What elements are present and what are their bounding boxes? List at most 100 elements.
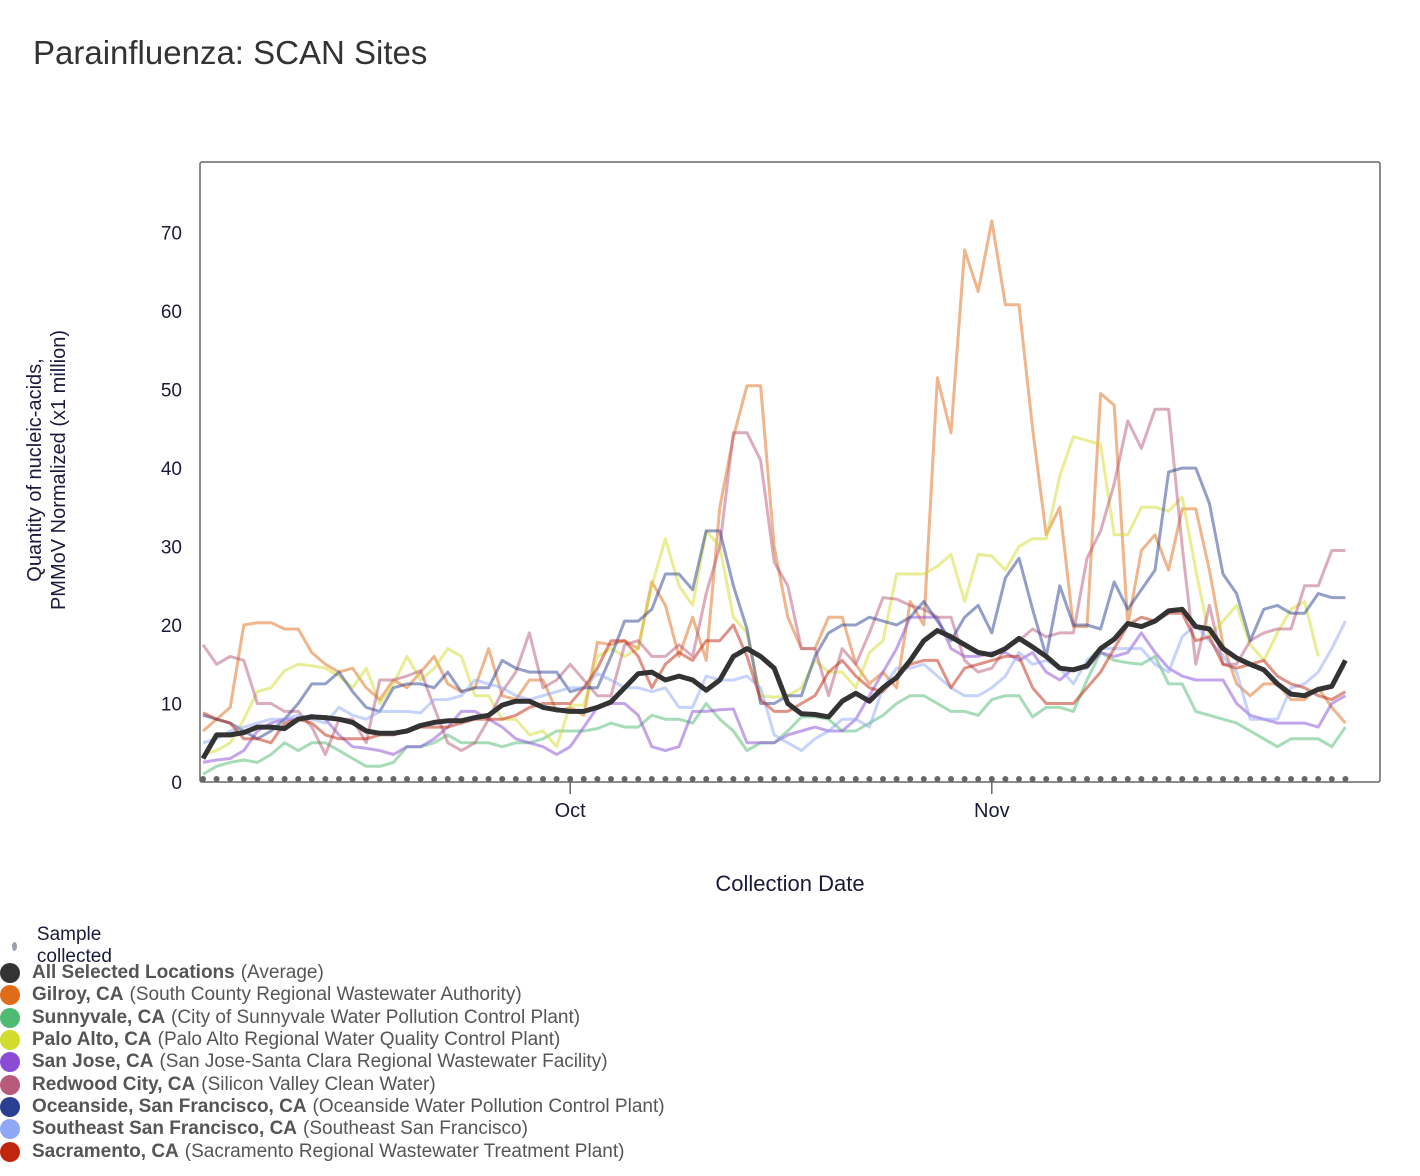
series-line-palo-alto-ca[interactable]: [202, 435, 1320, 756]
sample-collected-dot[interactable]: [1016, 776, 1022, 782]
sample-collected-dot[interactable]: [716, 776, 723, 782]
sample-collected-dot[interactable]: [376, 776, 383, 782]
sample-collected-dot[interactable]: [526, 776, 533, 782]
sample-collected-dot[interactable]: [540, 776, 546, 782]
sample-collected-dot[interactable]: [621, 776, 628, 782]
sample-collected-dot[interactable]: [390, 776, 397, 782]
sample-collected-dot[interactable]: [1260, 776, 1267, 782]
series-line-sacramento-ca[interactable]: [202, 611, 1347, 745]
sample-collected-dot[interactable]: [866, 776, 873, 782]
sample-collected-dot[interactable]: [907, 776, 914, 782]
legend-item[interactable]: Southeast San Francisco, CA (Southeast Sa…: [0, 1118, 900, 1140]
sample-collected-dot[interactable]: [431, 776, 438, 782]
sample-collected-dot[interactable]: [1315, 776, 1322, 782]
legend-item[interactable]: San Jose, CA (San Jose-Santa Clara Region…: [0, 1051, 900, 1073]
legend-item[interactable]: All Selected Locations (Average): [0, 962, 900, 984]
sample-collected-dot[interactable]: [1301, 776, 1308, 782]
sample-collected-dot[interactable]: [254, 776, 261, 782]
sample-collected-dot[interactable]: [1152, 776, 1158, 782]
sample-collected-dot[interactable]: [295, 776, 302, 782]
sample-collected-dot[interactable]: [934, 776, 941, 782]
sample-collected-dot[interactable]: [1206, 776, 1213, 782]
sample-collected-dot[interactable]: [1002, 776, 1009, 782]
sample-collected-dot[interactable]: [1274, 776, 1281, 782]
legend-item[interactable]: Oceanside, San Francisco, CA (Oceanside W…: [0, 1096, 900, 1118]
legend-item[interactable]: Sunnyvale, CA (City of Sunnyvale Water Po…: [0, 1007, 900, 1029]
sample-collected-dot[interactable]: [975, 776, 982, 782]
sample-collected-dot[interactable]: [948, 776, 954, 782]
sample-collected-dot[interactable]: [1165, 776, 1172, 782]
legend-item[interactable]: Gilroy, CA (South County Regional Wastewa…: [0, 984, 900, 1006]
sample-collected-dot[interactable]: [268, 776, 274, 782]
sample-collected-dot[interactable]: [608, 776, 614, 782]
sample-collected-dot[interactable]: [1124, 776, 1131, 782]
sample-collected-dot[interactable]: [594, 776, 601, 782]
sample-collected-dot[interactable]: [852, 776, 859, 782]
sample-collected-dot[interactable]: [1097, 776, 1104, 782]
sample-collected-dot[interactable]: [920, 776, 927, 782]
sample-collected-dot[interactable]: [1220, 776, 1226, 782]
sample-collected-dot[interactable]: [472, 776, 478, 782]
sample-collected-dot[interactable]: [336, 776, 342, 782]
sample-collected-dot[interactable]: [648, 776, 655, 782]
sample-collected-dot[interactable]: [744, 776, 750, 782]
sample-collected-dot[interactable]: [200, 776, 206, 782]
sample-collected-dot[interactable]: [227, 776, 234, 782]
series-line-oceanside-san-francisco-ca[interactable]: [202, 466, 1346, 741]
sample-collected-dot[interactable]: [839, 776, 846, 782]
sample-collected-dot[interactable]: [349, 776, 356, 782]
series-line-southeast-san-francisco-ca[interactable]: [202, 620, 1347, 753]
sample-collected-dot[interactable]: [1233, 776, 1240, 782]
sample-collected-dot[interactable]: [1328, 776, 1335, 782]
sample-collected-dot[interactable]: [961, 776, 968, 782]
sample-collected-dot[interactable]: [730, 776, 737, 782]
sample-collected-dot[interactable]: [322, 776, 329, 782]
sample-collected-dot[interactable]: [1179, 776, 1186, 782]
series-line-all-selected-locations[interactable]: [200, 606, 1348, 760]
sample-collected-dot[interactable]: [580, 776, 587, 782]
sample-collected-dot[interactable]: [281, 776, 288, 782]
sample-collected-dot[interactable]: [689, 776, 696, 782]
sample-collected-dot[interactable]: [1070, 776, 1077, 782]
sample-collected-dot[interactable]: [404, 776, 410, 782]
sample-collected-dot[interactable]: [1247, 776, 1254, 782]
legend-item[interactable]: Sacramento, CA (Sacramento Regional Waste…: [0, 1140, 900, 1162]
series-line-redwood-city-ca[interactable]: [201, 407, 1346, 756]
sample-collected-dot[interactable]: [1342, 776, 1349, 782]
sample-collected-dot[interactable]: [485, 776, 492, 782]
sample-collected-dot[interactable]: [512, 776, 519, 782]
sample-collected-dot[interactable]: [240, 776, 247, 782]
sample-collected-dot[interactable]: [757, 776, 764, 782]
sample-collected-dot[interactable]: [798, 776, 805, 782]
sample-collected-dot[interactable]: [784, 776, 791, 782]
sample-collected-dot[interactable]: [444, 776, 451, 782]
sample-collected-dot[interactable]: [662, 776, 669, 782]
sample-collected-dot[interactable]: [363, 776, 370, 782]
sample-collected-dot[interactable]: [676, 776, 682, 782]
sample-collected-dot[interactable]: [771, 776, 778, 782]
sample-collected-dot[interactable]: [1138, 776, 1145, 782]
sample-collected-dot[interactable]: [635, 776, 642, 782]
sample-collected-dot[interactable]: [213, 776, 220, 782]
sample-collected-dot[interactable]: [1043, 776, 1050, 782]
sample-collected-dot[interactable]: [825, 776, 832, 782]
sample-collected-dot[interactable]: [1111, 776, 1118, 782]
series-line-san-jose-ca[interactable]: [202, 615, 1347, 764]
sample-collected-dot[interactable]: [703, 776, 710, 782]
sample-collected-dot[interactable]: [1056, 776, 1063, 782]
sample-collected-dot[interactable]: [417, 776, 424, 782]
sample-collected-dot[interactable]: [893, 776, 900, 782]
legend-item[interactable]: Redwood City, CA (Silicon Valley Clean Wa…: [0, 1073, 900, 1095]
sample-collected-dot[interactable]: [812, 776, 818, 782]
sample-collected-dot[interactable]: [499, 776, 506, 782]
sample-collected-dot[interactable]: [880, 776, 886, 782]
sample-collected-dot[interactable]: [458, 776, 465, 782]
sample-collected-dot[interactable]: [1084, 776, 1090, 782]
sample-collected-dot[interactable]: [567, 776, 574, 782]
sample-collected-dot[interactable]: [1192, 776, 1199, 782]
sample-collected-dot[interactable]: [553, 776, 560, 782]
legend-item[interactable]: Palo Alto, CA (Palo Alto Regional Water Q…: [0, 1029, 900, 1051]
sample-collected-dot[interactable]: [1288, 776, 1294, 782]
sample-collected-dot[interactable]: [988, 776, 995, 782]
sample-collected-dot[interactable]: [308, 776, 315, 782]
